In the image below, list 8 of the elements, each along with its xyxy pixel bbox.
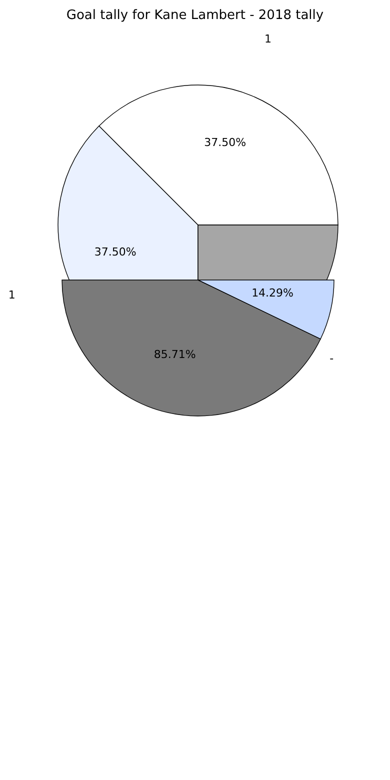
data-label: 85.71%	[154, 348, 196, 362]
slice-label: 1	[264, 32, 272, 46]
data-label: 37.50%	[204, 136, 246, 149]
data-label: 14.29%	[252, 286, 294, 300]
data-label: 37.50%	[94, 246, 136, 259]
slice-label: 1	[8, 288, 16, 302]
chart-title: Goal tally for Kane Lambert - 2018 tally	[65, 8, 325, 23]
slice-label: -	[330, 352, 334, 366]
